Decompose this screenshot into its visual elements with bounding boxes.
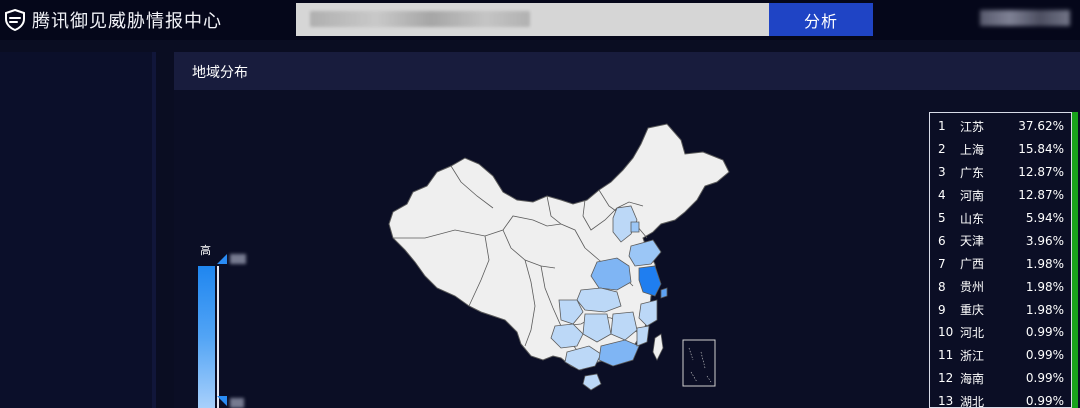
region-hebei[interactable] (612, 205, 638, 243)
region-hainan[interactable] (582, 373, 602, 391)
region-zhejiang[interactable] (638, 299, 658, 327)
ranking-region: 海南 (960, 371, 985, 386)
ranking-rank: 4 (938, 188, 946, 203)
ranking-row[interactable]: 9 重庆 1.98% (930, 298, 1071, 321)
ranking-region: 河北 (960, 325, 985, 340)
ranking-rank: 8 (938, 279, 946, 294)
side-divider (152, 52, 156, 408)
app-title: 腾讯御见威胁情报中心 (32, 11, 222, 32)
legend-bottom-handle[interactable] (217, 396, 227, 406)
legend-top-handle[interactable] (217, 254, 227, 264)
region-guangxi[interactable] (564, 345, 602, 371)
region-hubei[interactable] (576, 287, 622, 313)
region-jiangxi[interactable] (610, 311, 638, 341)
region-tianjin[interactable] (630, 221, 640, 233)
side-panel (0, 52, 152, 408)
region-jiangsu[interactable] (638, 265, 662, 297)
panel-title: 地域分布 (192, 65, 248, 81)
ranking-row[interactable]: 6 天津 3.96% (930, 229, 1071, 252)
ranking-rank: 11 (938, 348, 954, 363)
ranking-percent: 1.98% (1025, 302, 1064, 317)
ranking-rank: 9 (938, 302, 946, 317)
ranking-row[interactable]: 2 上海 15.84% (930, 138, 1071, 161)
brand[interactable]: 腾讯御见威胁情报中心 (4, 6, 222, 34)
ranking-row[interactable]: 4 河南 12.87% (930, 184, 1071, 207)
south-china-sea-inset (682, 339, 716, 387)
ranking-row[interactable]: 1 江苏 37.62% (930, 115, 1071, 138)
ranking-rank: 13 (938, 394, 954, 408)
ranking-row[interactable]: 5 山东 5.94% (930, 207, 1071, 230)
shield-icon (5, 9, 25, 31)
panel-header: 地域分布 (174, 52, 1080, 90)
ranking-region: 贵州 (960, 280, 985, 295)
ranking-rank: 2 (938, 142, 946, 157)
ranking-percent: 0.99% (1025, 348, 1064, 363)
region-hunan[interactable] (582, 313, 612, 343)
legend-high-label: 高 (200, 244, 211, 257)
ranking-percent: 1.98% (1025, 279, 1064, 294)
region-fujian[interactable] (636, 325, 650, 347)
ranking-row[interactable]: 3 广东 12.87% (930, 161, 1071, 184)
ranking-region: 河南 (960, 188, 985, 203)
ranking-region: 广西 (960, 257, 985, 272)
search-input[interactable] (296, 3, 770, 36)
ranking-percent: 3.96% (1025, 233, 1064, 248)
legend-gradient-bar[interactable] (198, 266, 215, 408)
ranking-percent: 15.84% (1018, 142, 1064, 157)
ranking-rank: 10 (938, 325, 954, 340)
ranking-rank: 12 (938, 371, 954, 386)
redacted-legend-min (230, 398, 244, 408)
ranking-row[interactable]: 7 广西 1.98% (930, 252, 1071, 275)
ranking-percent: 0.99% (1025, 325, 1064, 340)
redacted-search-text (310, 11, 530, 27)
region-guizhou[interactable] (550, 323, 584, 349)
region-henan[interactable] (590, 257, 632, 291)
region-chongqing[interactable] (558, 299, 584, 325)
ranking-region: 广东 (960, 165, 985, 180)
ranking-region: 江苏 (960, 119, 985, 134)
ranking-rank: 5 (938, 211, 946, 225)
scrollbar-thumb[interactable] (1072, 112, 1078, 408)
ranking-rank: 6 (938, 233, 946, 248)
ranking-region: 上海 (960, 142, 985, 157)
ranking-percent: 12.87% (1018, 188, 1064, 203)
analyze-button[interactable]: 分析 (769, 3, 873, 36)
ranking-percent: 12.87% (1018, 165, 1064, 180)
ranking-row[interactable]: 11 浙江 0.99% (930, 344, 1071, 367)
ranking-percent: 5.94% (1025, 211, 1064, 225)
ranking-percent: 0.99% (1025, 394, 1064, 408)
region-ranking-list[interactable]: 1 江苏 37.62% 2 上海 15.84% 3 广东 12.87% 4 河南 12.87% 5 山东 5… (929, 112, 1072, 408)
ranking-region: 天津 (960, 234, 985, 249)
ranking-region: 山东 (960, 211, 985, 226)
region-shandong[interactable] (628, 239, 662, 267)
legend-range-line (217, 266, 219, 408)
ranking-row[interactable]: 8 贵州 1.98% (930, 275, 1071, 298)
region-shanghai[interactable] (660, 287, 668, 299)
visual-map-legend: 高 (196, 240, 256, 408)
ranking-row[interactable]: 10 河北 0.99% (930, 321, 1071, 344)
redacted-user-info[interactable] (980, 10, 1070, 26)
region-taiwan[interactable] (652, 333, 664, 361)
ranking-percent: 37.62% (1018, 119, 1064, 134)
top-bar: 腾讯御见威胁情报中心 分析 (0, 0, 1080, 40)
redacted-legend-max (230, 254, 246, 264)
ranking-percent: 0.99% (1025, 371, 1064, 386)
ranking-row[interactable]: 12 海南 0.99% (930, 367, 1071, 390)
ranking-region: 重庆 (960, 303, 985, 318)
ranking-rank: 3 (938, 165, 946, 180)
ranking-row[interactable]: 13 湖北 0.99% (930, 390, 1071, 408)
china-map[interactable] (385, 120, 735, 398)
ranking-rank: 1 (938, 119, 946, 134)
ranking-rank: 7 (938, 256, 946, 271)
ranking-region: 浙江 (960, 348, 985, 363)
ranking-percent: 1.98% (1025, 256, 1064, 271)
ranking-region: 湖北 (960, 394, 985, 408)
